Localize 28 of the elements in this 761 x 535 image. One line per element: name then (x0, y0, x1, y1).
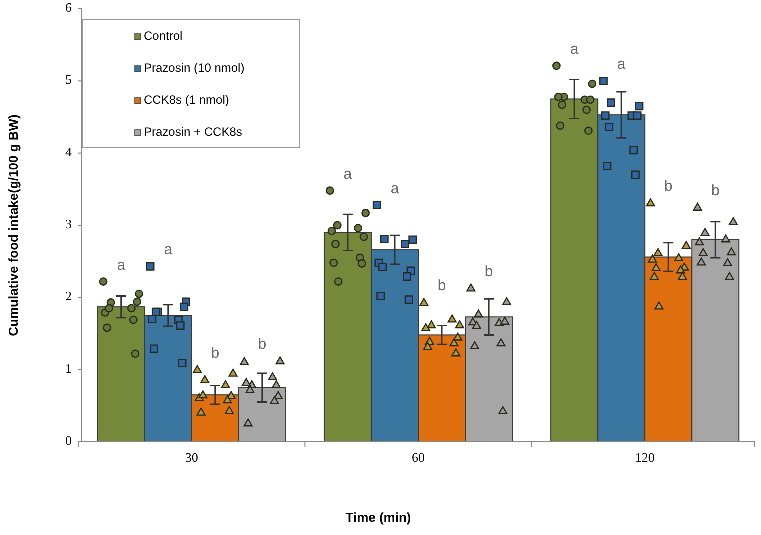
legend-label: Prazosin + CCK8s (144, 125, 242, 140)
annotation: a (164, 242, 174, 259)
y-tick-label: 0 (66, 432, 72, 448)
annotation: a (617, 56, 626, 74)
y-tick-label: 6 (66, 0, 72, 15)
annotation: b (438, 278, 446, 295)
annotation: a (344, 166, 353, 183)
y-tick-label: 2 (66, 288, 72, 304)
annotation: b (664, 178, 673, 196)
annotation: a (570, 41, 580, 58)
annotation: b (211, 344, 220, 362)
annotation: b (484, 263, 494, 280)
x-axis-title: Time (min) (346, 510, 412, 525)
legend-label: Prazosin (10 nmol) (144, 61, 245, 76)
y-axis-title: Cumulative food intake(g/100 g BW) (6, 114, 21, 336)
x-tick-label: 30 (185, 450, 198, 465)
y-tick-label: 1 (66, 360, 72, 376)
annotation: a (117, 256, 126, 274)
legend-label: Control (144, 29, 183, 44)
annotation: a (390, 180, 400, 198)
legend-label: CCK8s (1 nmol) (144, 93, 230, 108)
y-tick-label: 5 (66, 72, 72, 88)
x-tick-label: 60 (412, 450, 425, 465)
annotation: b (711, 182, 720, 200)
annotation: b (258, 336, 267, 354)
y-tick-label: 4 (66, 144, 72, 160)
y-tick-label: 3 (66, 216, 72, 232)
x-tick-label: 120 (635, 450, 655, 465)
